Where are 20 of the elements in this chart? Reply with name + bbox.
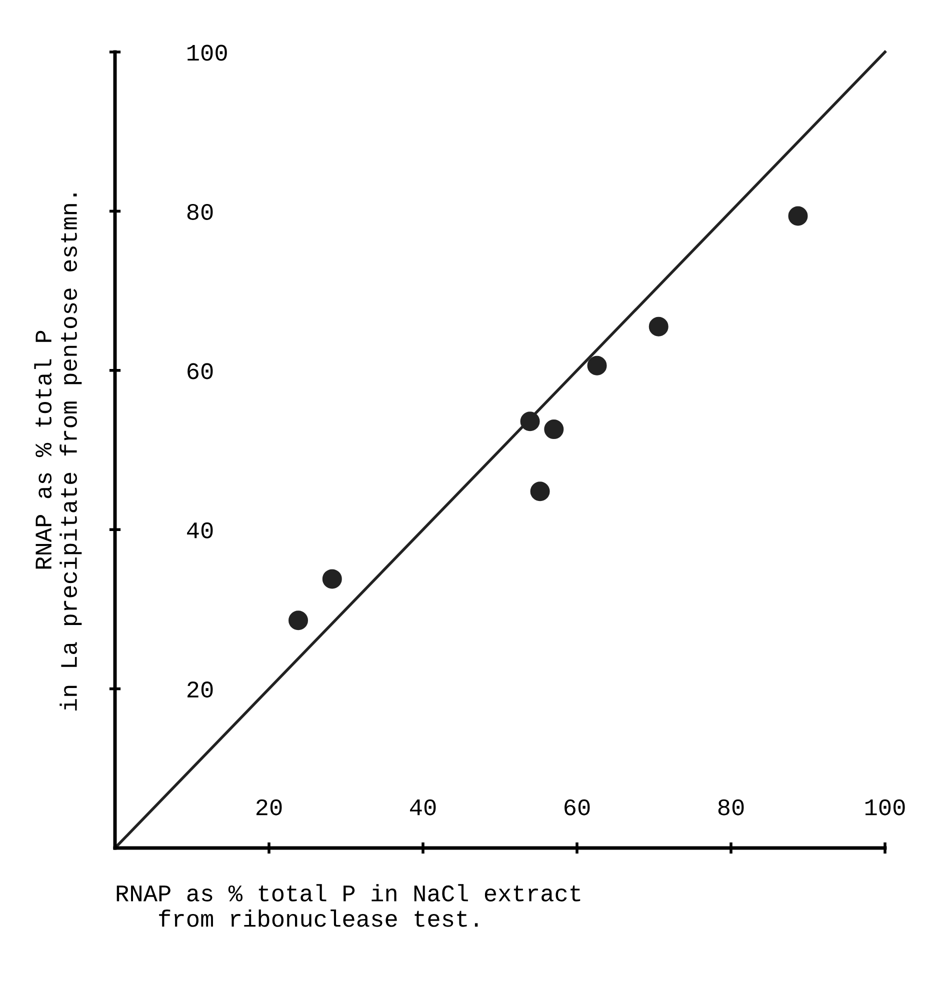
y-tick-label: 40 <box>187 522 213 538</box>
point <box>648 316 668 336</box>
y-tick-label: 60 <box>188 363 213 380</box>
point <box>520 412 540 432</box>
point <box>544 420 564 440</box>
x-tick-label: 40 <box>410 799 436 816</box>
y-axis-title: RNAP as % total P in La precipitate from pentose estmn. <box>34 194 82 711</box>
point <box>587 356 607 376</box>
x-axis-title: RNAP as % total P in NaCl extract from ribonuclease test. <box>116 884 580 927</box>
x-tick-label: 80 <box>718 799 744 816</box>
y-tick-label: 80 <box>187 204 213 220</box>
y-tick-label: 20 <box>187 682 213 698</box>
x-tick-label: 100 <box>865 799 905 816</box>
y-tick-label: 100 <box>188 44 227 61</box>
point <box>530 482 550 502</box>
point <box>288 610 308 630</box>
x-tick-label: 60 <box>564 799 590 816</box>
point <box>788 206 808 226</box>
x-tick-label: 20 <box>256 799 282 816</box>
point <box>322 569 342 589</box>
